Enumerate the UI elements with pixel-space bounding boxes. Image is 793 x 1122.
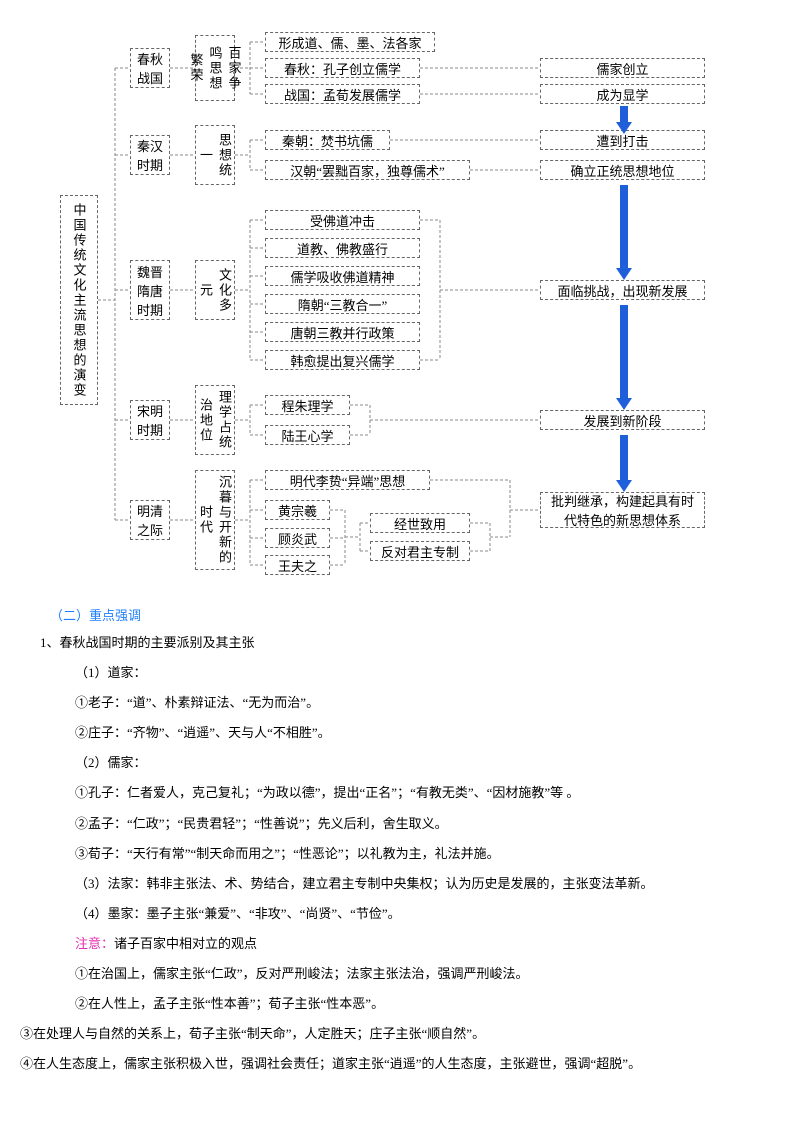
text-3: ①老子：“道”、朴素辩证法、“无为而治”。 [75,692,773,714]
item-p5-0: 明代李贽“异端”思想 [265,470,430,490]
item-p1-1: 春秋：孔子创立儒学 [265,58,420,78]
item-p5-3: 王夫之 [265,555,330,575]
text-6: ①孔子：仁者爱人，克己复礼；“为政以德”，提出“正名”；“有教无类”、“因材施教… [75,782,773,804]
theme-p1: 百家争鸣思想繁荣 [195,35,235,101]
theme-p3: 文化多元 [195,260,235,320]
item-p1-2: 战国：孟荀发展儒学 [265,84,420,104]
concept-diagram: 中国传统文化主流思想的演变 春秋战国 百家争鸣思想繁荣 形成道、儒、墨、法各家 … [20,20,773,590]
era-p2: 秦汉时期 [130,135,170,175]
item-p3-5: 韩愈提出复兴儒学 [265,350,420,370]
text-8: ③荀子：“天行有常”“制天命而用之”；“性恶论”；以礼教为主，礼法并施。 [75,843,773,865]
theme-p2: 思想统一 [195,125,235,185]
right-p1-1: 成为显学 [540,84,705,104]
theme-p4: 理学占统治地位 [195,385,235,455]
note-label: 注意： [75,936,114,951]
right-p1-0: 儒家创立 [540,58,705,78]
era-p4: 宋明时期 [130,400,170,440]
era-p1: 春秋战国 [130,48,170,88]
item-p3-1: 道教、佛教盛行 [265,238,420,258]
text-2: （1）道家： [75,662,773,684]
item-p4-0: 程朱理学 [265,395,350,415]
theme-p5: 沉暮与开新的时代 [195,470,235,570]
note-1: ①在治国上，儒家主张“仁政”，反对严刑峻法；法家主张法治，强调严刑峻法。 [75,963,773,985]
right-p5-0: 批判继承，构建起具有时代特色的新思想体系 [540,492,705,528]
text-5: （2）儒家： [75,752,773,774]
note-2: ②在人性上，孟子主张“性本善”；荀子主张“性本恶”。 [75,993,773,1015]
note-4: ④在人生态度上，儒家主张积极入世，强调社会责任；道家主张“逍遥”的人生态度，主张… [20,1053,773,1075]
text-10: （4）墨家：墨子主张“兼爱”、“非攻”、“尚贤”、“节俭”。 [75,903,773,925]
note-title: 诸子百家中相对立的观点 [114,936,257,951]
item-p3-0: 受佛道冲击 [265,210,420,230]
note-3: ③在处理人与自然的关系上，荀子主张“制天命”，人定胜天；庄子主张“顺自然”。 [20,1023,773,1045]
item-p1-0: 形成道、儒、墨、法各家 [265,32,435,52]
right-p3-0: 面临挑战，出现新发展 [540,280,705,300]
root-node: 中国传统文化主流思想的演变 [60,195,98,405]
item-p2-0: 秦朝：焚书坑儒 [265,130,390,150]
item-p3-3: 隋朝“三教合一” [265,294,420,314]
right-p2-1: 确立正统思想地位 [540,160,705,180]
item-p5-2: 顾炎武 [265,528,330,548]
sub-p5-0: 经世致用 [370,513,470,533]
item-p5-1: 黄宗羲 [265,500,330,520]
era-p3: 魏晋隋唐时期 [130,260,170,320]
text-9: （3）法家：韩非主张法、术、势结合，建立君主专制中央集权；认为历史是发展的，主张… [75,873,773,895]
arrow-4 [620,435,628,482]
arrow-1 [620,106,628,124]
right-p4-0: 发展到新阶段 [540,410,705,430]
arrow-2 [620,185,628,270]
text-7: ②孟子：“仁政”；“民贵君轻”；“性善说”；先义后利，舍生取义。 [75,813,773,835]
era-p5: 明清之际 [130,500,170,540]
item-p3-2: 儒学吸收佛道精神 [265,266,420,286]
note-line: 注意：诸子百家中相对立的观点 [75,933,773,955]
sub-p5-1: 反对君主专制 [370,541,470,561]
item-p3-4: 唐朝三教并行政策 [265,322,420,342]
text-1: 1、春秋战国时期的主要派别及其主张 [40,632,773,654]
item-p4-1: 陆王心学 [265,425,350,445]
item-p2-1: 汉朝“罢黜百家，独尊儒术” [265,160,470,180]
section-2-title: （二）重点强调 [50,605,773,624]
arrow-3 [620,305,628,400]
text-4: ②庄子：“齐物”、“逍遥”、天与人“不相胜”。 [75,722,773,744]
